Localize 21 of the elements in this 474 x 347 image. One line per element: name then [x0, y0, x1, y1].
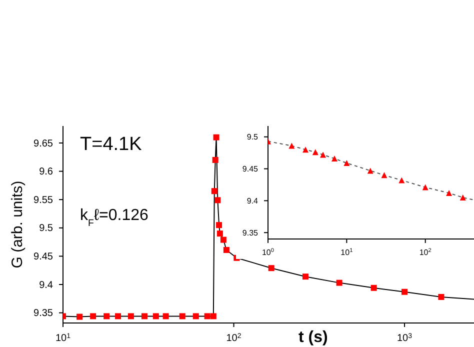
y-tick-label: 9.45 — [242, 164, 259, 174]
x-tick-label: 10$^{3}$ — [397, 332, 412, 344]
y-tick-label: 9.5 — [246, 132, 259, 142]
y-axis-title: G (arb. units) — [9, 180, 26, 268]
x-tick-label: 10$^{0}$ — [262, 248, 274, 257]
y-tick-label: 9.4 — [246, 196, 259, 206]
x-tick-label: 10$^{2}$ — [419, 248, 432, 257]
annotation: k$_{F}$ℓ=0.126 — [80, 207, 149, 228]
x-axis-title: t (s) — [298, 329, 328, 346]
y-tick-label: 9.35 — [34, 308, 54, 320]
y-tick-label: 9.55 — [34, 194, 54, 206]
y-tick-label: 9.4 — [39, 280, 54, 291]
y-tick-label: 9.5 — [39, 223, 54, 234]
x-tick-label: 10$^{1}$ — [55, 332, 71, 344]
y-tick-label: 9.35 — [242, 228, 259, 238]
annotation: T=4.1K — [80, 134, 142, 155]
x-tick-label: 10$^{1}$ — [340, 248, 353, 257]
x-tick-label: 10$^{2}$ — [226, 332, 242, 344]
y-tick-label: 9.45 — [34, 252, 54, 263]
y-tick-label: 9.6 — [39, 166, 54, 178]
y-tick-label: 9.65 — [34, 138, 54, 150]
